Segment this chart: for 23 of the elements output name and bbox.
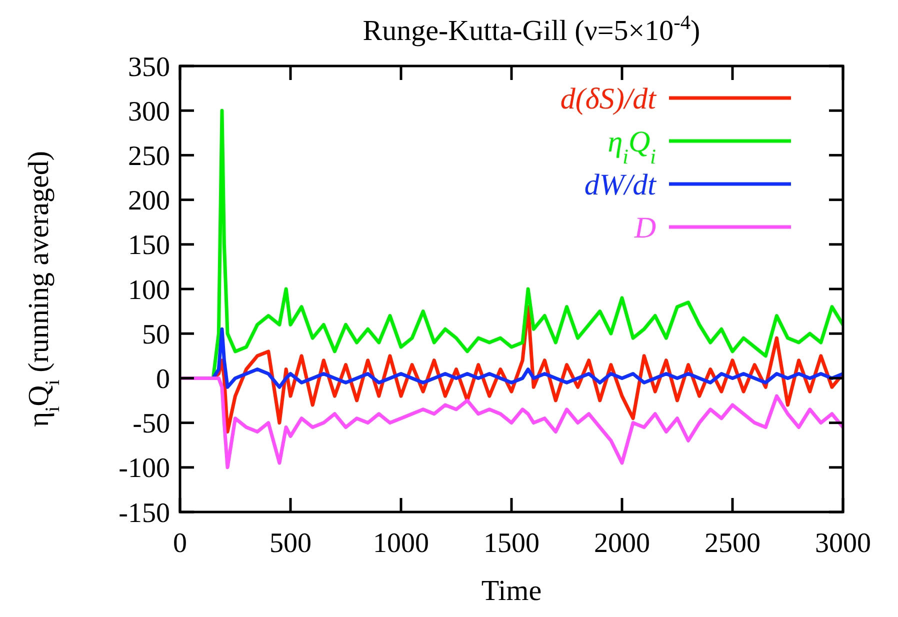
- y-tick-label: 100: [128, 274, 170, 306]
- y-tick-label: 350: [128, 52, 170, 83]
- legend-label: dW/dt: [584, 168, 657, 202]
- x-tick-label: 500: [270, 528, 312, 559]
- x-tick-label: 2000: [594, 528, 650, 559]
- x-tick-label: 1000: [373, 528, 429, 559]
- x-tick-label: 3000: [815, 528, 871, 559]
- y-tick-label: -50: [132, 408, 170, 440]
- y-tick-label: 0: [156, 364, 170, 395]
- y-tick-label: 200: [128, 186, 170, 217]
- y-tick-label: 50: [142, 319, 170, 350]
- y-tick-label: -150: [118, 498, 170, 529]
- x-tick-label: 2500: [704, 528, 760, 559]
- x-tick-label: 1500: [484, 528, 540, 559]
- legend-label: D: [633, 212, 656, 244]
- y-tick-label: 250: [128, 141, 170, 172]
- legend-label: η$_{i}$Q$_{i}$: [608, 126, 656, 168]
- y-tick-label: 150: [128, 230, 170, 262]
- y-tick-label: -100: [118, 453, 170, 484]
- x-axis-title: Time: [481, 575, 542, 607]
- chart-title: Runge-Kutta-Gill (ν=5×10$^{-4}$): [362, 12, 700, 47]
- y-tick-label: 300: [128, 96, 170, 128]
- legend-label: d(δS)/dt: [560, 82, 657, 116]
